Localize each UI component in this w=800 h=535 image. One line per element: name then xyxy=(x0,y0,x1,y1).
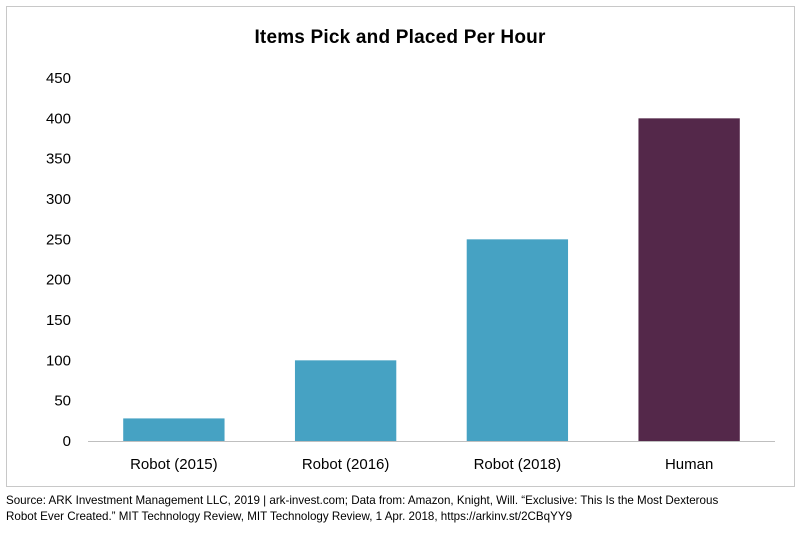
y-tick-label: 200 xyxy=(46,272,71,289)
bar xyxy=(123,418,225,441)
source-citation: Source: ARK Investment Management LLC, 2… xyxy=(6,493,796,525)
bar xyxy=(638,118,740,441)
y-tick-label: 250 xyxy=(46,231,71,248)
y-tick-label: 0 xyxy=(63,433,71,450)
y-tick-label: 450 xyxy=(46,70,71,87)
y-tick-label: 100 xyxy=(46,352,71,369)
x-category-label: Robot (2018) xyxy=(474,456,562,473)
bar xyxy=(466,239,569,441)
y-tick-label: 150 xyxy=(46,312,71,329)
y-tick-label: 400 xyxy=(46,110,71,127)
chart-title: Items Pick and Placed Per Hour xyxy=(254,27,546,48)
y-tick-label: 50 xyxy=(54,393,71,410)
y-tick-label: 300 xyxy=(46,191,71,208)
x-category-label: Human xyxy=(665,456,713,473)
source-line-1: Source: ARK Investment Management LLC, 2… xyxy=(6,494,719,507)
bar xyxy=(294,360,397,441)
source-line-2: Robot Ever Created.” MIT Technology Revi… xyxy=(6,510,573,523)
y-tick-label: 350 xyxy=(46,151,71,168)
x-category-label: Robot (2016) xyxy=(302,456,390,473)
x-category-label: Robot (2015) xyxy=(130,456,218,473)
bar-chart: 0 50 100 150 200 250 300 350 400 450 Robot (2015) R… xyxy=(46,70,775,473)
